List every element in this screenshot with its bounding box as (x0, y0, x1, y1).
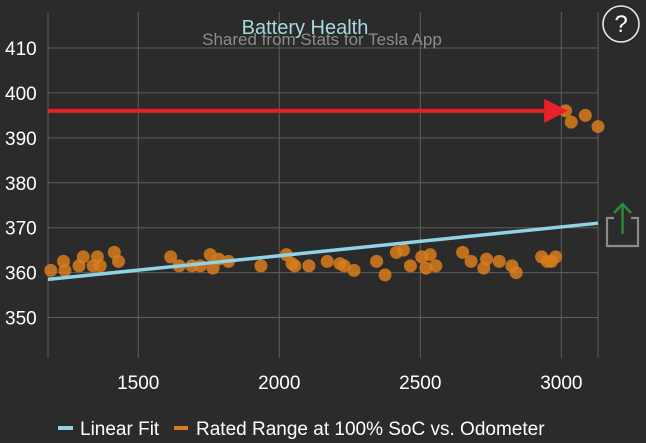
linear-fit-line (47, 221, 599, 282)
scatter-point-23 (320, 254, 334, 268)
legend-label-linear-fit: Linear Fit (80, 419, 160, 440)
share-icon (605, 202, 640, 248)
help-button[interactable]: ? (602, 5, 640, 43)
scatter-point-21 (288, 259, 302, 273)
scatter-point-2 (58, 263, 72, 277)
scatter-point-28 (378, 268, 392, 282)
scatter-point-33 (419, 261, 433, 275)
scatter-point-42 (509, 266, 523, 280)
y-tick-label-360: 360 (5, 264, 37, 285)
legend: Linear Fit Rated Range at 100% SoC vs. Od… (58, 419, 545, 440)
scatter-point-46 (549, 250, 563, 264)
x-tick-label-1500: 1500 (117, 373, 159, 394)
scatter-point-10 (164, 250, 178, 264)
y-tick-label-370: 370 (5, 219, 37, 240)
scatter-point-18 (254, 259, 268, 273)
scatter-point-49 (578, 108, 592, 122)
scatter-point-25 (337, 259, 351, 273)
scatter-point-9 (112, 254, 126, 268)
x-tick-label-3000: 3000 (540, 373, 582, 394)
share-button[interactable] (605, 202, 640, 248)
scatter-point-37 (464, 254, 478, 268)
y-tick-label-400: 400 (5, 84, 37, 105)
series (44, 104, 605, 282)
help-icon: ? (614, 11, 627, 38)
x-tick-label-2000: 2000 (258, 373, 300, 394)
scatter-point-34 (423, 248, 437, 262)
grid (47, 12, 599, 358)
legend-label-rated-range: Rated Range at 100% SoC vs. Odometer (196, 419, 545, 440)
y-tick-label-390: 390 (5, 129, 37, 150)
chart-subtitle: Shared from Stats for Tesla App (202, 30, 442, 49)
scatter-point-39 (480, 252, 494, 266)
scatter-point-35 (429, 259, 443, 273)
scatter-point-22 (302, 259, 316, 273)
y-axis-ticks: 350 360 370 380 390 400 410 (5, 39, 37, 330)
y-tick-label-350: 350 (5, 309, 37, 330)
scatter-point-31 (403, 259, 417, 273)
scatter-point-7 (93, 259, 107, 273)
scatter-point-0 (44, 263, 58, 277)
scatter-point-4 (76, 250, 90, 264)
scatter-point-50 (591, 120, 605, 134)
scatter-point-40 (492, 254, 506, 268)
help-circle (602, 5, 640, 43)
scatter-point-48 (564, 115, 578, 129)
x-axis-ticks: 1500 2000 2500 3000 (117, 373, 582, 394)
y-tick-label-410: 410 (5, 39, 37, 60)
x-tick-label-2500: 2500 (399, 373, 441, 394)
scatter-point-30 (396, 243, 410, 257)
y-tick-label-380: 380 (5, 174, 37, 195)
scatter-point-27 (370, 254, 384, 268)
scatter-point-36 (456, 245, 470, 259)
chart-title: Battery Health (242, 17, 369, 39)
scatter-point-26 (347, 263, 361, 277)
